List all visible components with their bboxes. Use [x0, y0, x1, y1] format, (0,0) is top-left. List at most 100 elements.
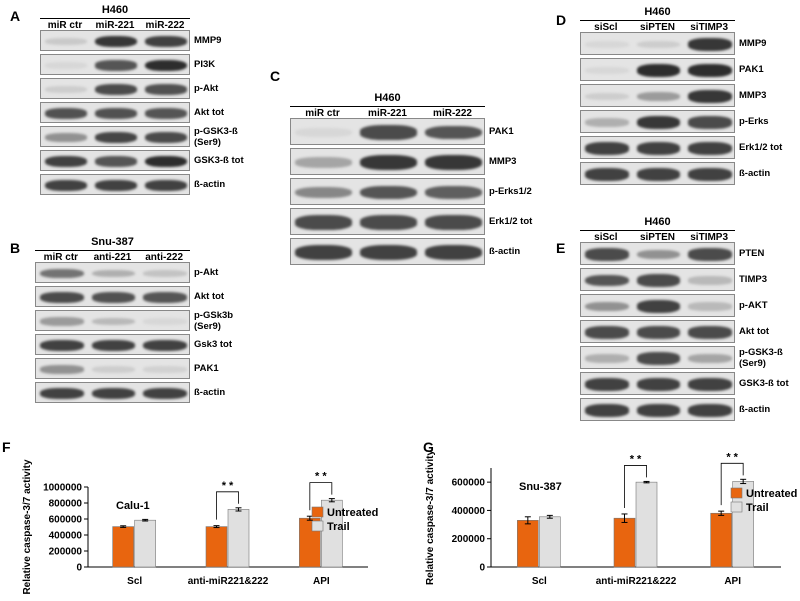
panel-title-underline — [40, 18, 190, 19]
panel-title-underline — [35, 250, 190, 251]
chart-f-svg: F Relative caspase-3/7 activity 0 200000 400… — [2, 439, 378, 595]
lane-label-mir-222: miR-222 — [433, 108, 472, 119]
legend-swatch-trail — [730, 501, 743, 513]
blot-band — [295, 128, 352, 137]
significance-bracket — [216, 491, 239, 520]
blot-band — [145, 84, 187, 95]
blot-label-p-akt: p-Akt — [194, 267, 219, 278]
blot-band — [91, 366, 136, 373]
blot-strip-akt-tot — [580, 320, 735, 343]
significance-label: * * — [222, 480, 234, 492]
blot-strip-pak1 — [580, 58, 735, 81]
blot-band — [95, 156, 137, 167]
lane-label-sitimp3: siTIMP3 — [690, 232, 729, 243]
blot-label-akt-tot: Akt tot — [194, 291, 225, 302]
blot-band — [295, 186, 352, 199]
blot-band — [40, 291, 84, 303]
blot-label-p-erks1-2: p-Erks1/2 — [489, 186, 532, 197]
blot-strip-gsk3-tot — [35, 334, 190, 355]
blot-label-erk1-2-tot: Erk1/2 tot — [489, 216, 533, 227]
blot-label-p-gsk3-ser9: p-GSK3-ß (Ser9) — [194, 125, 238, 148]
blot-band — [425, 185, 482, 200]
bar-trail — [635, 481, 658, 568]
significance-bracket — [720, 462, 744, 506]
blot-band — [688, 116, 732, 129]
y-tick-label: 200000 — [452, 534, 486, 545]
blot-band — [143, 292, 187, 303]
blot-band — [145, 108, 187, 119]
blot-strip-p-akt — [35, 262, 190, 283]
bar-untreated — [710, 512, 732, 568]
lane-label-sipten: siPTEN — [639, 22, 675, 33]
lane-label-sitimp3: siTIMP3 — [690, 22, 729, 33]
blot-band — [585, 118, 629, 127]
blot-band — [91, 292, 136, 303]
panel-title-c: H460 — [374, 92, 401, 104]
blot-strip-mmp9 — [40, 30, 190, 51]
blot-label-mmp9: MMP9 — [739, 38, 767, 49]
blot-strip-actin — [40, 174, 190, 195]
blot-band — [585, 404, 629, 417]
panel-letter-a: A — [10, 8, 21, 24]
blot-strip-p-erks1-2 — [290, 178, 485, 205]
blot-strip-actin — [580, 398, 735, 421]
blot-band — [143, 339, 187, 352]
blot-label-mmp9: MMP9 — [194, 35, 222, 46]
blot-band — [636, 378, 681, 391]
blot-strip-gsk3-tot — [580, 372, 735, 395]
blot-label-p-akt: p-AKT — [739, 300, 768, 311]
lane-label-anti-222: anti-222 — [145, 252, 184, 263]
chart-title: Calu-1 — [116, 500, 150, 512]
bar-trail — [134, 519, 156, 568]
blot-band — [143, 366, 187, 373]
blot-band — [688, 404, 732, 417]
blot-band — [40, 268, 84, 279]
blot-band — [688, 248, 732, 261]
panel-title-underline — [580, 230, 735, 231]
blot-band — [636, 91, 681, 102]
blot-band — [295, 215, 352, 230]
blot-label-mmp3: MMP3 — [739, 90, 767, 101]
significance-bracket — [309, 482, 333, 511]
blot-band — [585, 40, 629, 49]
blot-label-pak1: PAK1 — [739, 64, 764, 75]
legend-label-trail: Trail — [746, 502, 769, 514]
blot-label-gsk3-tot: GSK3-ß tot — [739, 378, 789, 389]
blot-band — [40, 365, 84, 374]
panel-title-a: H460 — [101, 4, 129, 16]
blot-band — [585, 354, 629, 363]
x-tick-label: anti-miR221&222 — [188, 576, 269, 587]
y-tick-label: 800000 — [49, 499, 83, 510]
blot-band — [425, 245, 482, 260]
blot-band — [145, 131, 187, 143]
blot-band — [585, 378, 629, 391]
blot-strip-pak1 — [35, 358, 190, 379]
lane-label-anti-221: anti-221 — [93, 252, 132, 263]
lane-label-mir-222: miR-222 — [145, 20, 185, 31]
blot-band — [91, 387, 136, 400]
blot-label-gsk3-tot: Gsk3 tot — [194, 339, 233, 350]
blot-label-actin: ß-actin — [739, 168, 771, 179]
legend-label-untreated: Untreated — [746, 488, 797, 500]
blot-label-akt-tot: Akt tot — [194, 107, 225, 118]
blot-label-p-akt: p-Akt — [194, 83, 219, 94]
legend-swatch-trail — [311, 520, 324, 532]
panel-title-underline — [580, 20, 735, 21]
blot-band — [585, 248, 629, 261]
blot-band — [585, 142, 629, 155]
blot-band — [585, 66, 629, 75]
y-axis-label: Relative caspase-3/7 activity — [22, 459, 33, 595]
blot-strip-mmp9 — [580, 32, 735, 55]
blot-band — [425, 215, 482, 230]
blot-label-p-erks: p-Erks — [739, 116, 769, 127]
blot-label-actin: ß-actin — [194, 387, 226, 398]
panel-title-e: H460 — [644, 216, 671, 228]
blot-band — [688, 168, 732, 181]
blot-strip-mmp3 — [580, 84, 735, 107]
blot-band — [688, 354, 732, 363]
panel-letter-g: G — [423, 439, 434, 455]
blot-strip-timp3 — [580, 268, 735, 291]
blot-strip-pi3k — [40, 54, 190, 75]
blot-band — [360, 185, 417, 200]
blot-band — [95, 35, 137, 48]
